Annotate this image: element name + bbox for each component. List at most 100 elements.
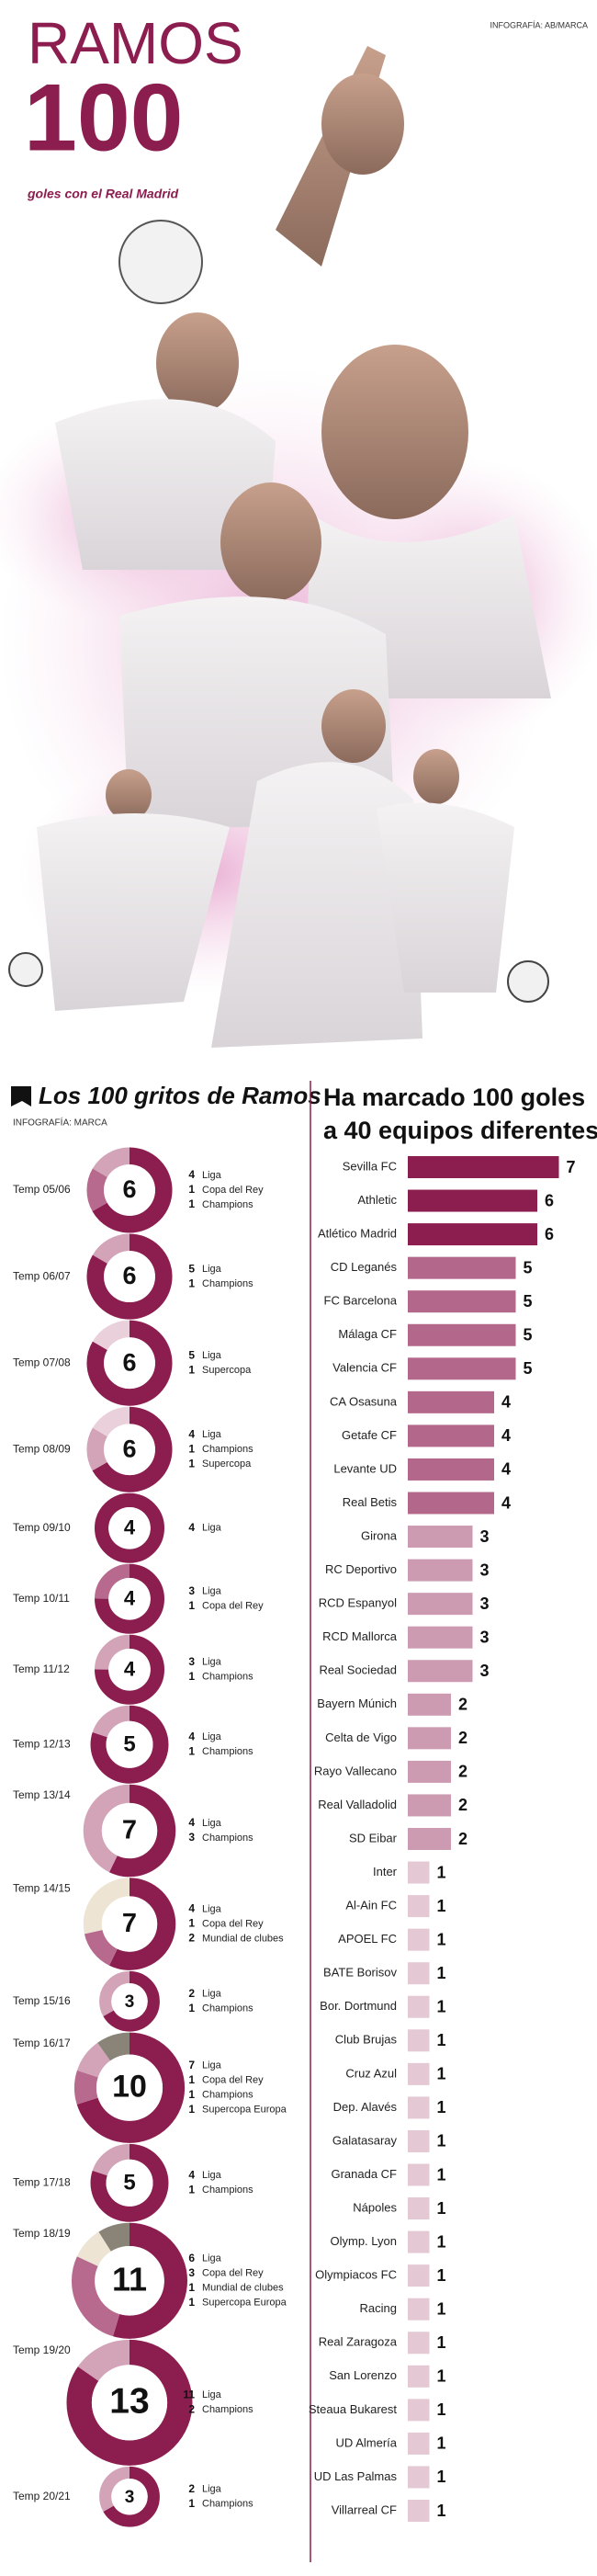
breakdown-value: 2 <box>188 2482 195 2495</box>
donut-total: 5 <box>123 1732 135 1757</box>
bar-value: 5 <box>524 1258 533 1277</box>
breakdown-value: 2 <box>188 1987 195 2000</box>
breakdown-value: 3 <box>188 1584 195 1597</box>
bar-category: RCD Mallorca <box>322 1629 398 1643</box>
bar-value: 2 <box>458 1696 467 1714</box>
bar-category: Sevilla FC <box>343 1159 397 1173</box>
bar-category: Getafe CF <box>342 1428 397 1442</box>
bar <box>408 1895 430 1918</box>
panel-icon <box>11 1086 31 1106</box>
bar-category: Rayo Vallecano <box>314 1764 397 1777</box>
breakdown-label: Liga <box>202 2170 222 2181</box>
donut-hole <box>108 1648 151 1691</box>
bar-category: Club Brujas <box>335 2033 398 2047</box>
season-label: Temp 05/06 <box>13 1183 71 1196</box>
bar-value: 1 <box>437 2266 446 2285</box>
breakdown-value: 1 <box>188 1457 195 1470</box>
bar <box>408 1189 537 1212</box>
breakdown-label: Champions <box>202 1746 253 1757</box>
bar-category: Málaga CF <box>338 1327 397 1341</box>
bar-value: 2 <box>458 1729 467 1747</box>
breakdown-value: 4 <box>188 1902 195 1915</box>
breakdown-label: Supercopa Europa <box>202 2298 287 2309</box>
bar-value: 7 <box>567 1158 576 1176</box>
bar-category: CA Osasuna <box>330 1394 398 1408</box>
breakdown-value: 1 <box>188 1599 195 1612</box>
breakdown-value: 4 <box>188 2168 195 2181</box>
breakdown-value: 3 <box>188 1655 195 1668</box>
breakdown-value: 1 <box>188 2073 195 2086</box>
breakdown-label: Copa del Rey <box>202 1601 264 1612</box>
breakdown-value: 1 <box>188 1442 195 1455</box>
bar-category: RCD Espanyol <box>319 1596 397 1610</box>
bar-category: Girona <box>361 1528 398 1542</box>
breakdown-label: Liga <box>202 2060 222 2071</box>
donut-segment <box>86 1320 173 1406</box>
donut-segment <box>66 2339 193 2466</box>
breakdown-label: Champions <box>202 1444 253 1455</box>
bar-value: 6 <box>545 1191 554 1209</box>
breakdown-label: Liga <box>202 1989 222 2000</box>
donut-segment <box>83 1784 176 1878</box>
donut-hole <box>111 2478 148 2515</box>
bar-value: 1 <box>437 2400 446 2419</box>
bar-category: Athletic <box>357 1193 397 1207</box>
bar <box>408 2163 430 2186</box>
bar-value: 1 <box>437 2098 446 2116</box>
breakdown-value: 11 <box>183 2388 195 2400</box>
bar-value: 3 <box>480 1628 490 1646</box>
breakdown-label: Liga <box>202 1903 222 1914</box>
bar-value: 1 <box>437 1863 446 1881</box>
breakdown-value: 6 <box>188 2252 195 2264</box>
bar <box>408 2129 430 2152</box>
bar <box>408 1794 451 1817</box>
bar <box>408 2298 430 2321</box>
donut-total: 6 <box>122 1262 136 1289</box>
bar-value: 1 <box>437 2434 446 2453</box>
bar-value: 1 <box>437 1998 446 2016</box>
donut-total: 13 <box>109 2382 149 2422</box>
bar-category: Real Betis <box>343 1495 398 1509</box>
donut-segment <box>90 1705 169 1784</box>
donut-segment <box>99 1970 160 2032</box>
breakdown-value: 2 <box>188 2402 195 2415</box>
bar-category: Olympiacos FC <box>315 2268 397 2282</box>
donut-total: 4 <box>124 1516 136 1539</box>
bar-value: 2 <box>458 1830 467 1848</box>
panel-title: Los 100 gritos de Ramos <box>39 1082 321 1109</box>
breakdown-label: Liga <box>202 1586 222 1597</box>
donut-total: 3 <box>125 2488 135 2507</box>
bar-value: 1 <box>437 2031 446 2049</box>
donut-segment <box>86 1147 173 1233</box>
bar-category: Al-Ain FC <box>345 1899 397 1912</box>
bar-value: 3 <box>480 1594 490 1613</box>
breakdown-label: Liga <box>202 2253 222 2264</box>
bar-category: Olymp. Lyon <box>331 2234 398 2248</box>
bar <box>408 2432 430 2455</box>
bar-category: Villarreal CF <box>332 2502 397 2516</box>
donut-segment <box>90 2143 169 2222</box>
breakdown-value: 4 <box>188 1730 195 1742</box>
season-label: Temp 06/07 <box>13 1269 71 1282</box>
breakdown-value: 5 <box>188 1262 195 1275</box>
bar-value: 4 <box>501 1460 511 1479</box>
bar-value: 1 <box>437 1897 446 1915</box>
bar <box>408 2197 430 2220</box>
season-label: Temp 19/20 <box>13 2343 71 2356</box>
donut-hole <box>96 2054 163 2121</box>
bar-category: BATE Borisov <box>323 1966 397 1980</box>
bar <box>408 1928 430 1951</box>
photo-collage <box>0 46 597 1048</box>
donut-hole <box>108 1506 151 1549</box>
donut-hole <box>106 2159 153 2207</box>
breakdown-label: Champions <box>202 2184 253 2196</box>
breakdown-label: Copa del Rey <box>202 2268 264 2279</box>
bar-value: 3 <box>480 1662 490 1680</box>
bar <box>408 2062 430 2085</box>
donut-hole <box>91 2365 168 2441</box>
bar <box>408 1660 473 1683</box>
breakdown-label: Champions <box>202 2499 253 2510</box>
breakdown-value: 1 <box>188 1670 195 1683</box>
bar-category: Galatasaray <box>332 2133 398 2147</box>
season-label: Temp 17/18 <box>13 2175 71 2188</box>
